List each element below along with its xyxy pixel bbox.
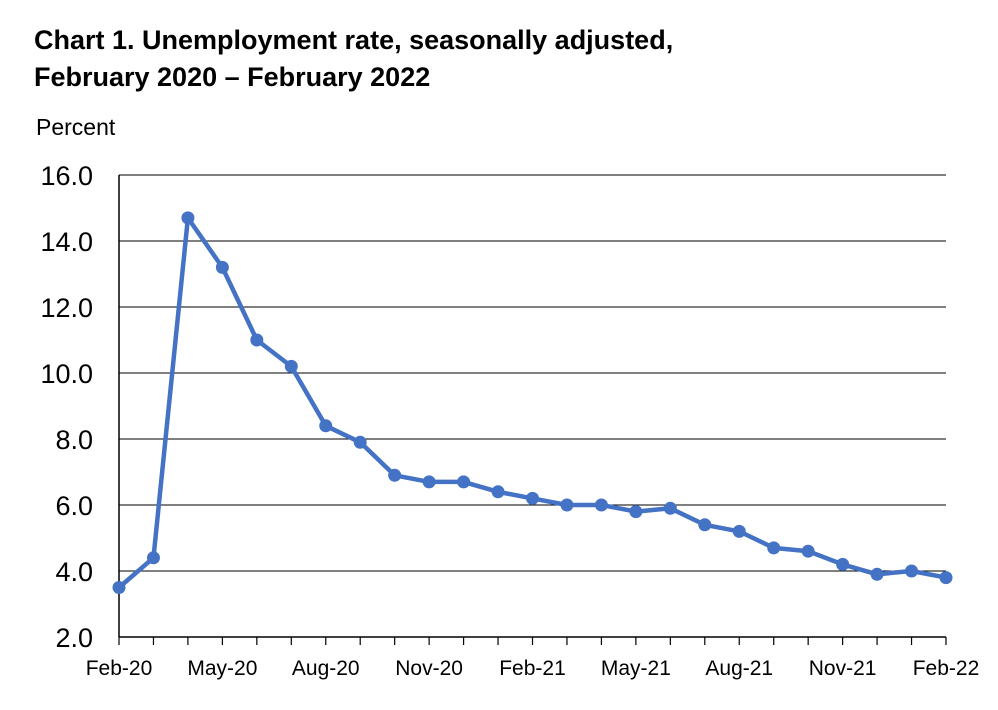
data-point-Sep-20	[353, 435, 367, 449]
chart-title-line-2: February 2020 – February 2022	[34, 62, 431, 92]
x-tick-label-Feb-22: Feb-22	[913, 657, 980, 680]
y-tick-label-2.0: 2.0	[55, 623, 93, 653]
data-point-Mar-21	[560, 498, 574, 512]
series-line	[117, 215, 947, 590]
data-point-Feb-22	[939, 571, 953, 585]
y-tick-label-6.0: 6.0	[55, 491, 93, 521]
chart-title: Chart 1. Unemployment rate, seasonally a…	[34, 22, 673, 96]
y-tick-label-4.0: 4.0	[55, 557, 93, 587]
data-point-Jun-20	[250, 333, 264, 347]
y-tick-label-16.0: 16.0	[40, 161, 93, 191]
data-point-Jan-22	[905, 564, 919, 578]
axes	[118, 175, 947, 645]
data-point-Nov-20	[422, 475, 436, 489]
data-point-Dec-20	[457, 475, 471, 489]
data-point-Aug-20	[319, 419, 333, 433]
x-tick-label-Nov-21: Nov-21	[809, 657, 877, 680]
x-tick-label-Aug-20: Aug-20	[292, 657, 360, 680]
data-points	[112, 211, 953, 594]
data-point-Nov-21	[836, 557, 850, 571]
data-point-Jan-21	[491, 485, 505, 499]
gridlines	[119, 174, 946, 572]
data-point-Jul-21	[698, 518, 712, 532]
x-tick-labels: Feb-20 May-20 Aug-20 Nov-20 Feb-21 May-21 Aug-…	[86, 657, 980, 680]
y-tick-label-10.0: 10.0	[40, 359, 93, 389]
data-point-Oct-21	[801, 544, 815, 558]
data-point-May-21	[629, 505, 643, 519]
data-point-Jul-20	[284, 359, 298, 373]
x-tick-label-Aug-21: Aug-21	[705, 657, 773, 680]
y-tick-labels: 2.0 4.0 6.0 8.0 10.0 12.0 14.0 16.0	[40, 161, 93, 653]
x-tick-label-Feb-21: Feb-21	[499, 657, 566, 680]
data-point-Apr-21	[594, 498, 608, 512]
y-tick-label-8.0: 8.0	[55, 425, 93, 455]
chart-title-line-1: Chart 1. Unemployment rate, seasonally a…	[34, 25, 674, 55]
y-tick-label-14.0: 14.0	[40, 227, 93, 257]
x-tick-label-May-21: May-21	[601, 657, 671, 680]
data-point-May-20	[215, 260, 229, 274]
data-point-Oct-20	[388, 468, 402, 482]
y-axis-label: Percent	[36, 114, 116, 140]
series-line-0	[117, 215, 947, 590]
data-point-Jun-21	[663, 501, 677, 515]
x-tick-label-Feb-20: Feb-20	[86, 657, 153, 680]
data-point-Dec-21	[870, 567, 884, 581]
y-tick-label-12.0: 12.0	[40, 293, 93, 323]
data-point-Apr-20	[181, 211, 195, 225]
data-point-Sep-21	[767, 541, 781, 555]
data-point-Mar-20	[146, 551, 160, 565]
x-tick-label-May-20: May-20	[187, 657, 257, 680]
data-point-Feb-21	[526, 491, 539, 505]
x-tick-label-Nov-20: Nov-20	[395, 657, 463, 680]
data-point-Aug-21	[732, 524, 746, 538]
data-point-Feb-20	[112, 581, 126, 594]
